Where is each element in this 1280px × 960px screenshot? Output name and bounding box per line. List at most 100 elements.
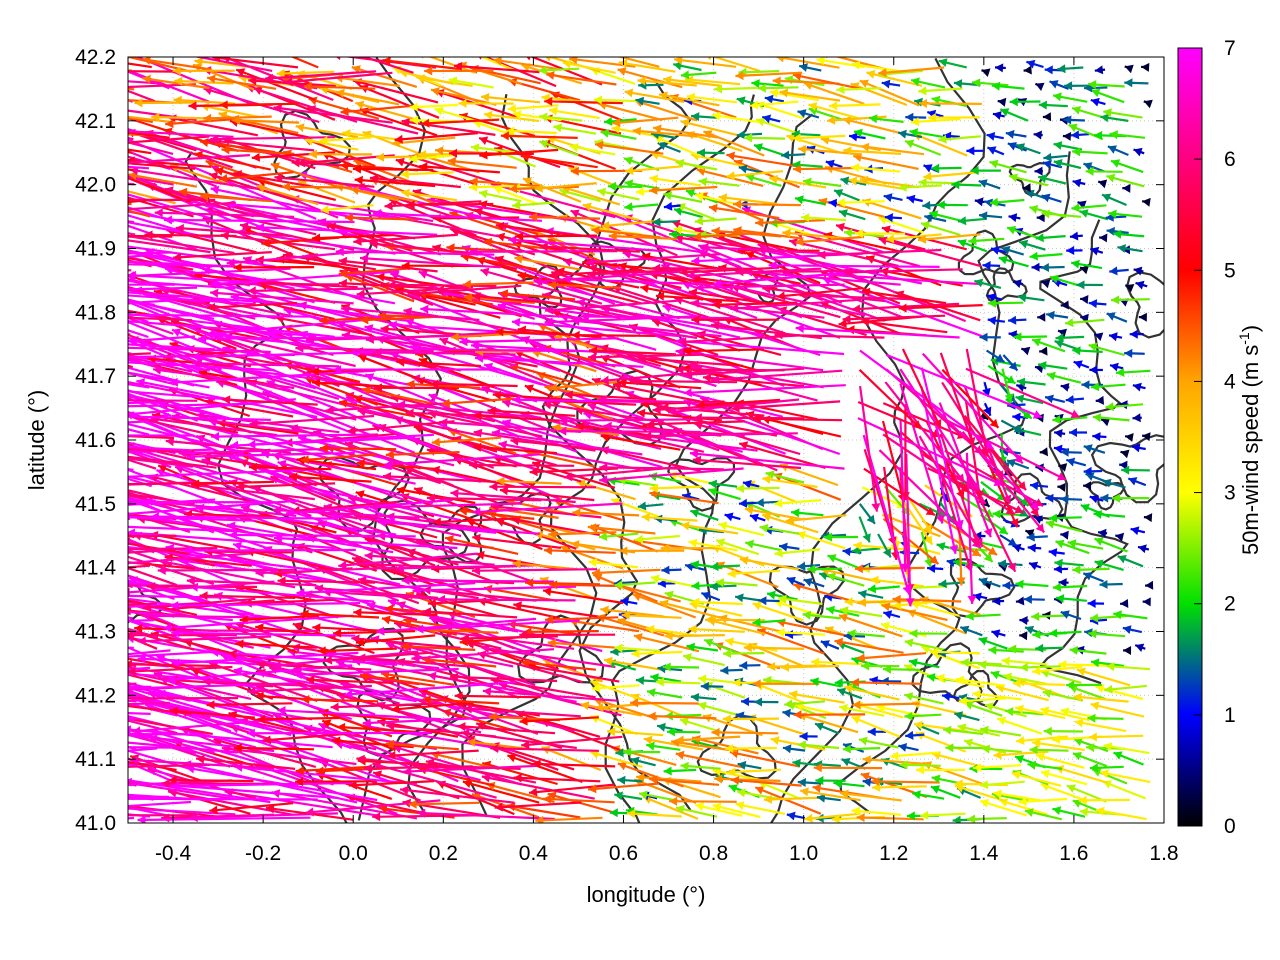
wind-vector [885, 233, 942, 241]
wind-vector-head [411, 289, 420, 298]
wind-vector-head [686, 92, 696, 102]
wind-vector [542, 402, 658, 423]
wind-vector-head [825, 159, 835, 169]
wind-vector-head [974, 490, 984, 500]
wind-vector [667, 398, 800, 414]
wind-vector-head [25, 703, 33, 712]
wind-vector-head [905, 112, 914, 122]
wind-vector-head [831, 814, 840, 823]
wind-vector-head [881, 602, 891, 612]
wind-vector [599, 467, 744, 482]
wind-vector [507, 622, 583, 637]
wind-vector-head [803, 177, 812, 187]
wind-vector-head [212, 57, 221, 63]
wind-vector [548, 108, 600, 120]
wind-vector [512, 562, 579, 571]
wind-vector-head [811, 657, 820, 667]
wind-vector [501, 400, 636, 436]
wind-vector-head [990, 246, 1000, 255]
wind-vector-head [712, 802, 722, 812]
wind-vector [796, 531, 846, 550]
wind-vector-head [1064, 81, 1073, 91]
wind-vector-head [459, 506, 468, 516]
wind-vector-head [1036, 752, 1045, 762]
wind-vector-head [713, 278, 722, 288]
wind-vector-head [973, 763, 982, 772]
wind-vector-head [630, 756, 640, 766]
wind-vector-head [1109, 266, 1118, 276]
wind-vector-head [983, 528, 993, 538]
wind-vector [993, 791, 1043, 802]
wind-vector [317, 521, 421, 555]
wind-vector-head [1013, 424, 1023, 433]
wind-vector-head [742, 480, 752, 489]
wind-vector [382, 475, 496, 483]
wind-vector-head [109, 461, 118, 470]
wind-vector-head [90, 259, 98, 268]
wind-vector [774, 333, 885, 339]
wind-vector-head [535, 815, 544, 823]
wind-vector [995, 685, 1049, 702]
wind-vector-head [376, 152, 385, 162]
wind-vector [128, 87, 135, 91]
wind-vector-head [545, 305, 554, 315]
wind-vector-head [1062, 132, 1072, 141]
wind-vector-head [1015, 579, 1024, 589]
wind-vector-head [686, 271, 695, 280]
wind-vector [749, 100, 799, 107]
wind-vector [128, 390, 233, 401]
wind-vector-head [708, 479, 718, 489]
wind-vector [792, 166, 862, 171]
wind-vector [603, 658, 664, 671]
wind-vector-head [992, 509, 1001, 519]
wind-vector [128, 665, 233, 673]
wind-vector-head [420, 304, 429, 314]
wind-vector [295, 765, 373, 773]
wind-vector-head [798, 145, 807, 154]
wind-vector [726, 153, 798, 168]
wind-vector [308, 97, 380, 120]
wind-vector [395, 564, 540, 570]
wind-vector [675, 752, 744, 769]
wind-vector-head [1076, 280, 1085, 290]
wind-vector [683, 367, 805, 376]
wind-vector [649, 185, 718, 192]
wind-vector-head [175, 224, 184, 233]
wind-vector-head [700, 242, 709, 252]
wind-vector [206, 139, 315, 152]
wind-vector-head [598, 532, 608, 541]
wind-vector [646, 420, 746, 426]
wind-vector [183, 548, 356, 552]
wind-vector-head [265, 804, 275, 814]
wind-vector-head [1107, 145, 1117, 154]
wind-vector-head [851, 60, 861, 70]
wind-vector-head [904, 638, 914, 648]
wind-vector-head [161, 779, 170, 788]
wind-vector [756, 628, 825, 655]
wind-vector [513, 776, 601, 783]
wind-vector-head [662, 662, 671, 672]
wind-vector-head [236, 482, 245, 492]
wind-vector-head [993, 789, 1002, 799]
wind-vector [128, 701, 171, 706]
wind-vector-head [1063, 115, 1072, 125]
wind-vector-head [709, 203, 718, 213]
wind-vector [641, 515, 698, 522]
wind-vector-head [1042, 160, 1052, 169]
wind-vector-head [548, 383, 558, 392]
wind-vector-head [981, 744, 990, 754]
wind-vector [372, 762, 497, 799]
wind-vector [325, 401, 456, 412]
wind-vector [696, 398, 781, 407]
wind-vector [569, 619, 640, 633]
wind-vector [590, 524, 658, 553]
wind-vector-head [101, 794, 109, 803]
wind-vector-head [570, 540, 580, 549]
wind-vector-head [1089, 763, 1099, 773]
wind-vector-head [839, 606, 849, 616]
wind-vector-head [1, 306, 9, 315]
wind-vector [762, 477, 818, 488]
wind-vector [319, 136, 372, 143]
wind-vector-head [350, 186, 360, 195]
wind-vector [617, 762, 684, 788]
